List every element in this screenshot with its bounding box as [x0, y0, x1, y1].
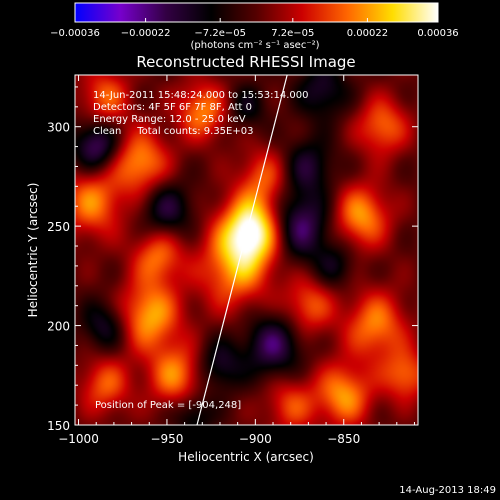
colorbar-tick-label: 7.2e−05	[271, 28, 314, 39]
colorbar-tick-label: −7.2e−05	[194, 28, 246, 39]
annotation-clean-counts: Clean Total counts: 9.35E+03	[93, 126, 253, 137]
x-axis-label: Heliocentric X (arcsec)	[178, 450, 314, 464]
colorbar-tick-label: −0.00036	[50, 28, 100, 39]
colorbar-unit-label: (photons cm⁻² s⁻¹ asec⁻²)	[190, 40, 319, 51]
chart-title: Reconstructed RHESSI Image	[136, 53, 355, 71]
annotation-detectors: Detectors: 4F 5F 6F 7F 8F, Att 0	[93, 102, 252, 113]
solar-limb-line	[196, 75, 288, 425]
colorbar-tick-label: −0.00022	[121, 28, 171, 39]
x-tick-label: −850	[327, 432, 360, 446]
colorbar-tick-label: 0.00036	[417, 28, 458, 39]
y-axis-label: Heliocentric Y (arcsec)	[26, 183, 40, 318]
y-tick-label: 250	[47, 220, 70, 234]
colorbar	[74, 2, 439, 23]
y-tick-label: 300	[47, 121, 70, 135]
colorbar-tick-label: 0.00022	[347, 28, 388, 39]
peak-position-label: Position of Peak = [-904,248]	[95, 400, 241, 411]
x-axis: −1000 −950 −900 −850	[58, 75, 415, 446]
annotation-energy-range: Energy Range: 12.0 - 25.0 keV	[93, 114, 246, 125]
x-tick-label: −1000	[58, 432, 99, 446]
x-tick-label: −900	[239, 432, 272, 446]
plot-frame	[74, 74, 419, 426]
y-axis: 150 200 250 300	[47, 86, 418, 433]
colorbar-ticks: −0.00036 −0.00022 −7.2e−05 7.2e−05 0.00022 0.…	[50, 18, 459, 39]
heatmap-image	[75, 75, 418, 425]
x-tick-label: −950	[150, 432, 183, 446]
y-tick-label: 150	[47, 419, 70, 433]
footer-timestamp: 14-Aug-2013 18:49	[399, 485, 496, 496]
annotation-time-range: 14-Jun-2011 15:48:24.000 to 15:53:14.000	[93, 90, 309, 101]
y-tick-label: 200	[47, 320, 70, 334]
